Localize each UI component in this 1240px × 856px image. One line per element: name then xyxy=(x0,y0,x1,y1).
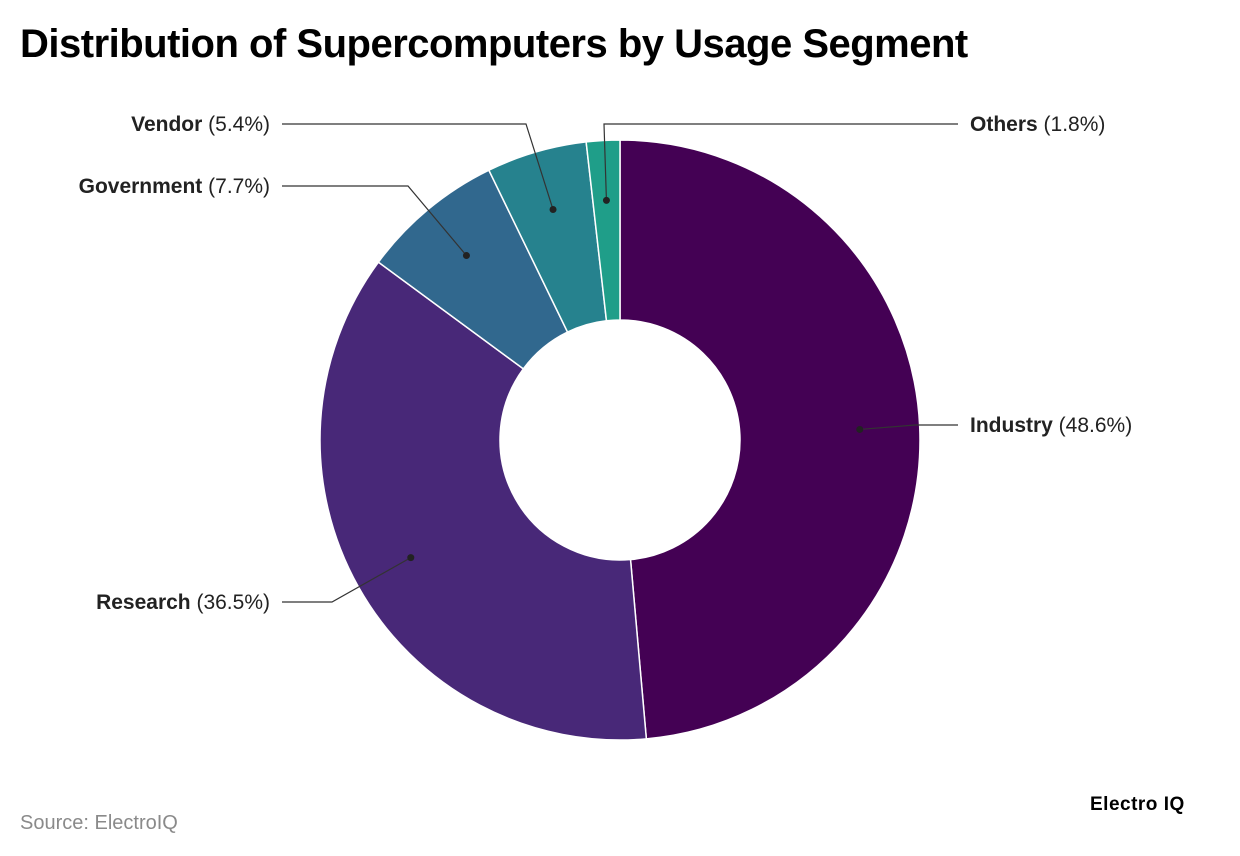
leader-line-vendor xyxy=(282,123,554,210)
donut-slices xyxy=(319,139,921,741)
label-leader-lines xyxy=(282,123,958,603)
leader-line-others xyxy=(603,123,958,201)
leader-line-industry xyxy=(859,424,958,431)
slice-industry xyxy=(619,139,921,740)
slice-research xyxy=(319,261,648,741)
slice-label-name: Industry xyxy=(970,414,1053,437)
slice-others xyxy=(585,139,621,322)
source-note: Source: ElectroIQ xyxy=(20,812,178,834)
slice-label-vendor: Vendor (5.4%) xyxy=(131,113,270,136)
slice-label-research: Research (36.5%) xyxy=(96,591,270,614)
leader-line-government xyxy=(282,185,467,256)
slice-label-government: Government (7.7%) xyxy=(79,175,270,198)
brand-logo: Electro IQ xyxy=(1090,794,1185,815)
slice-label-value: (36.5%) xyxy=(191,591,270,614)
slice-label-value: (5.4%) xyxy=(202,113,270,136)
leader-dot-research xyxy=(407,554,415,562)
slice-labels: Industry (48.6%) Research (36.5%) Governme… xyxy=(79,113,1133,614)
leader-line-research xyxy=(282,557,412,603)
slice-label-industry: Industry (48.6%) xyxy=(970,414,1132,437)
slice-label-name: Vendor xyxy=(131,113,202,136)
leader-dot-industry xyxy=(856,425,864,433)
leader-dot-vendor xyxy=(549,206,557,214)
leader-dot-government xyxy=(462,252,470,260)
slice-label-others: Others (1.8%) xyxy=(970,113,1105,136)
slice-label-value: (48.6%) xyxy=(1053,414,1132,437)
slice-label-name: Government xyxy=(79,175,203,198)
slice-label-name: Research xyxy=(96,591,191,614)
slice-label-name: Others xyxy=(970,113,1038,136)
slice-label-value: (7.7%) xyxy=(202,175,270,198)
leader-dot-others xyxy=(602,196,610,204)
slice-label-value: (1.8%) xyxy=(1038,113,1106,136)
chart-title: Distribution of Supercomputers by Usage … xyxy=(20,22,968,66)
